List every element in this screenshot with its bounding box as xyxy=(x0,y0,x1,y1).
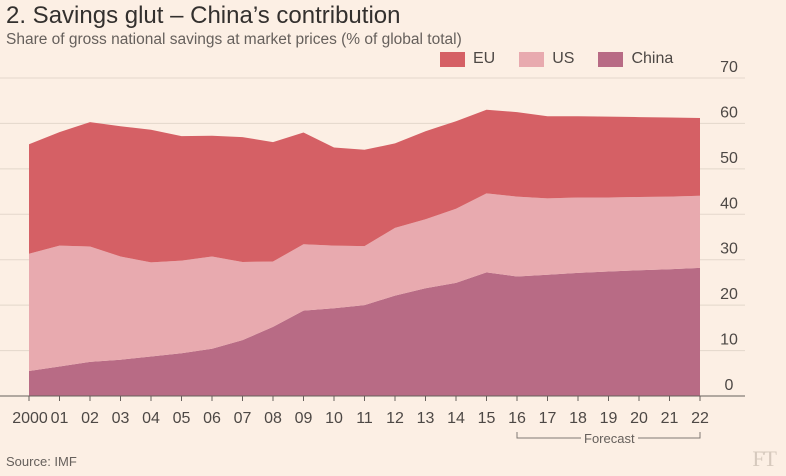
x-tick-label-2020: 20 xyxy=(630,410,648,427)
legend-item-eu: EU xyxy=(440,50,495,68)
x-tick-label-2008: 08 xyxy=(264,410,282,427)
x-tick-label-2006: 06 xyxy=(203,410,221,427)
x-tick-label-2004: 04 xyxy=(142,410,160,427)
x-tick-label-2013: 13 xyxy=(417,410,435,427)
x-tick-label-2017: 17 xyxy=(539,410,557,427)
y-tick-label-40: 40 xyxy=(720,195,738,212)
x-tick-label-2018: 18 xyxy=(569,410,587,427)
x-tick-label-2021: 21 xyxy=(661,410,679,427)
legend-swatch-us xyxy=(519,51,545,67)
forecast-label: Forecast xyxy=(581,431,638,446)
legend-swatch-china xyxy=(598,51,624,67)
x-tick-label-2011: 11 xyxy=(356,410,373,427)
legend-item-china: China xyxy=(598,50,673,68)
source-note: Source: IMF xyxy=(6,454,77,469)
x-tick-label-2019: 19 xyxy=(600,410,618,427)
y-tick-label-60: 60 xyxy=(720,104,738,121)
x-tick-label-2022: 22 xyxy=(691,410,709,427)
x-tick-label-2010: 10 xyxy=(325,410,343,427)
x-tick-label-2001: 01 xyxy=(51,410,69,427)
y-tick-label-70: 70 xyxy=(720,59,738,76)
legend-label-eu: EU xyxy=(473,50,496,67)
x-tick-label-2005: 05 xyxy=(173,410,191,427)
area-us xyxy=(29,193,700,371)
legend-label-china: China xyxy=(631,50,674,67)
area-china xyxy=(29,267,700,396)
y-tick-label-20: 20 xyxy=(720,286,738,303)
ft-logo: FT xyxy=(752,446,777,471)
x-tick-label-2015: 15 xyxy=(478,410,496,427)
x-tick-label-2009: 09 xyxy=(295,410,313,427)
legend-label-us: US xyxy=(552,50,575,67)
x-tick-label-2007: 07 xyxy=(234,410,252,427)
chart-legend: EU US China xyxy=(440,50,697,68)
legend-item-us: US xyxy=(519,50,574,68)
x-tick-label-2003: 03 xyxy=(112,410,130,427)
x-tick-label-2000: 2000 xyxy=(12,410,48,427)
x-tick-label-2014: 14 xyxy=(447,410,465,427)
x-tick-label-2002: 02 xyxy=(81,410,99,427)
y-tick-label-30: 30 xyxy=(720,241,738,258)
x-tick-label-2012: 12 xyxy=(386,410,404,427)
area-eu xyxy=(29,109,700,263)
y-tick-label-10: 10 xyxy=(720,332,738,349)
legend-swatch-eu xyxy=(440,51,465,67)
y-tick-label-0: 0 xyxy=(725,377,734,394)
chart-title: 2. Savings glut – China’s contribution xyxy=(6,2,401,29)
chart-subtitle: Share of gross national savings at marke… xyxy=(6,31,462,48)
x-tick-label-2016: 16 xyxy=(508,410,526,427)
y-tick-label-50: 50 xyxy=(720,150,738,167)
